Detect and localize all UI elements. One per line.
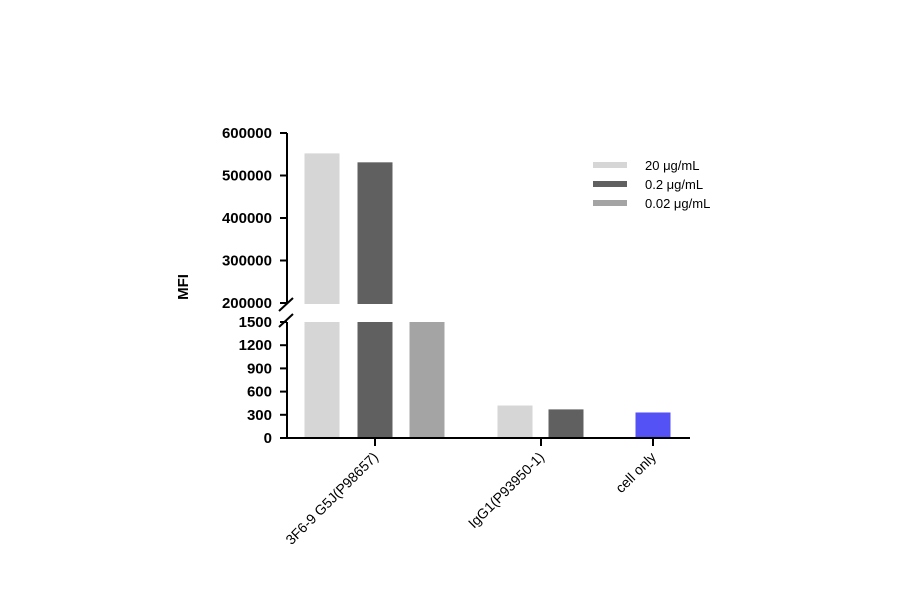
y-axis-title: MFI (175, 274, 192, 300)
legend-label: 0.02 μg/mL (645, 196, 710, 211)
y-lower-tick-label: 1200 (239, 337, 272, 354)
legend-swatch (593, 162, 627, 168)
legend-label: 20 μg/mL (645, 158, 699, 173)
axis-break-marks (278, 297, 294, 328)
legend-swatch (593, 200, 627, 206)
y-upper-tick-label: 200000 (222, 295, 272, 312)
x-category-label: IgG1(P93950-1) (465, 449, 547, 531)
x-ticks: 3F6-9 G5J(P98657) IgG1(P93950-1) cell only (282, 438, 659, 548)
y-lower-tick-label: 900 (247, 360, 272, 377)
y-upper-tick-label: 300000 (222, 253, 272, 270)
legend-swatch (593, 181, 627, 187)
bar-0-series-0-lower (304, 322, 340, 438)
bar-cell-only (635, 412, 671, 438)
y-lower-tick-label: 0 (264, 430, 272, 447)
y-lower-tick-label: 300 (247, 407, 272, 424)
y-upper-tick-label: 400000 (222, 210, 272, 227)
x-category-label: 3F6-9 G5J(P98657) (282, 449, 381, 548)
y-lower-tick-label: 600 (247, 384, 272, 401)
legend: 20 μg/mL 0.2 μg/mL 0.02 μg/mL (593, 158, 710, 211)
x-category-label: cell only (612, 449, 659, 496)
y-lower-tick-label: 1500 (239, 314, 272, 331)
bars-lower-segment (304, 322, 671, 438)
bar-1-series-0 (497, 405, 533, 438)
bars-upper-segment (304, 153, 393, 304)
y-ticks-lower: 0 300 600 900 1200 1500 (239, 314, 287, 447)
y-upper-tick-label: 500000 (222, 168, 272, 185)
bar-1-series-1 (548, 409, 584, 438)
bar-0-series-1-upper (357, 162, 393, 304)
y-ticks-upper: 200000 300000 400000 500000 600000 (222, 125, 287, 312)
y-upper-tick-label: 600000 (222, 125, 272, 142)
bar-0-series-2 (409, 322, 445, 438)
bar-0-series-0-upper (304, 153, 340, 304)
legend-label: 0.2 μg/mL (645, 177, 703, 192)
bar-0-series-1-lower (357, 322, 393, 438)
